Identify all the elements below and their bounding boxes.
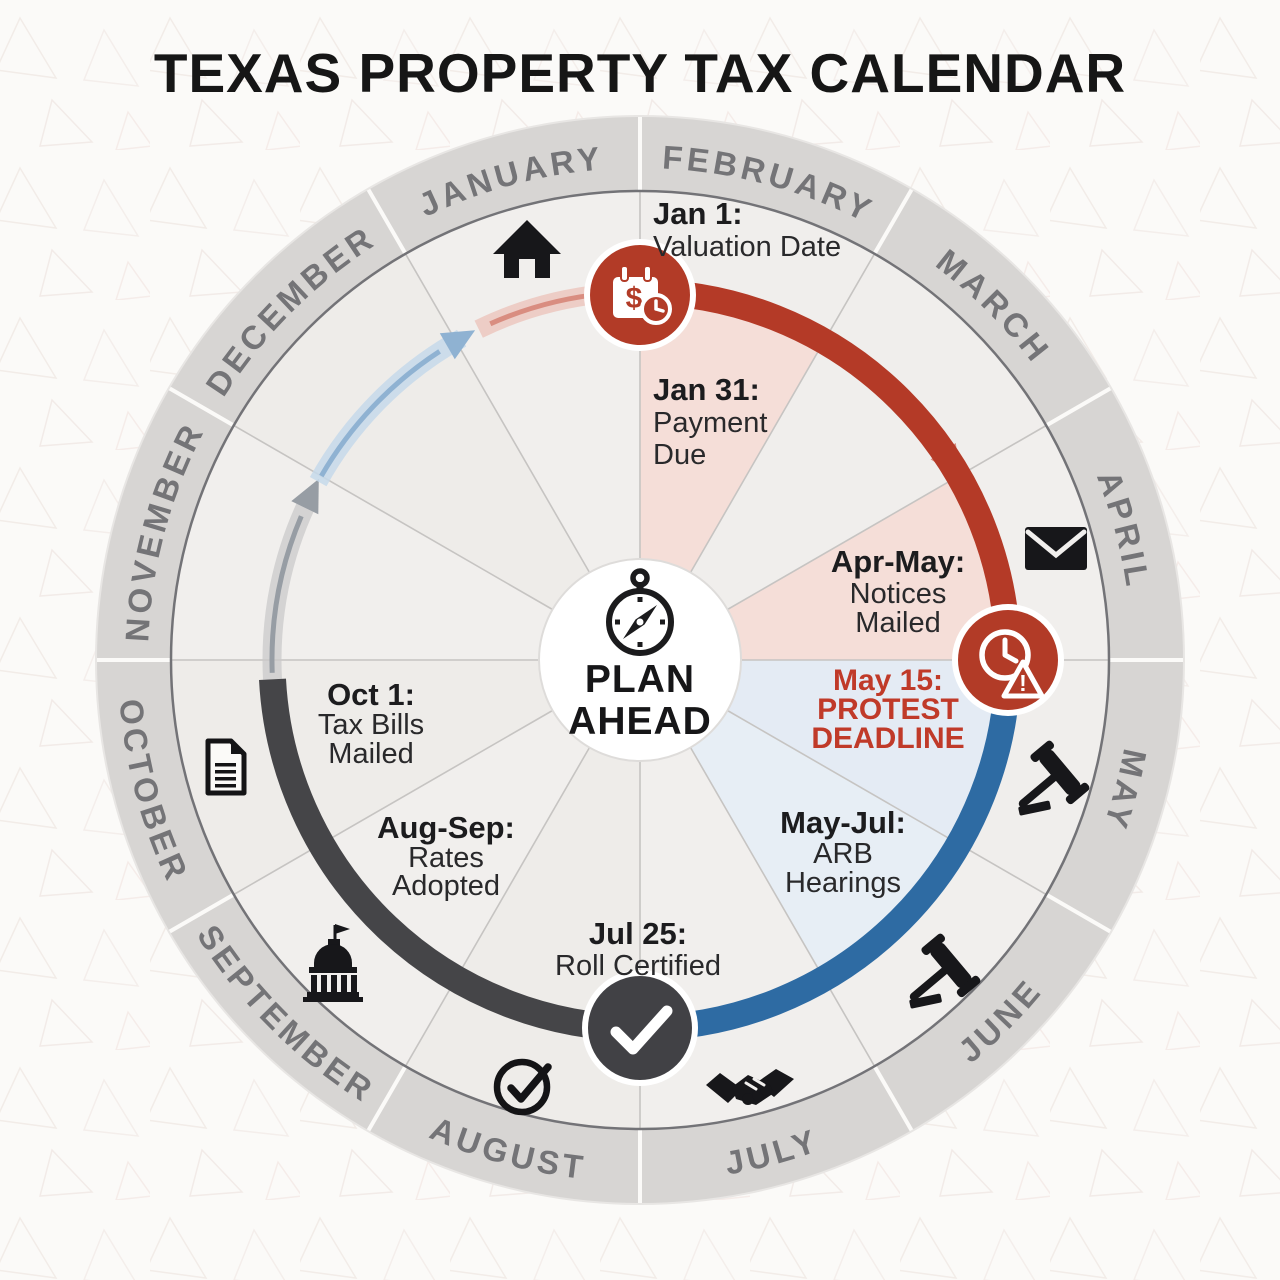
- calendar-payment-badge: $: [584, 239, 696, 351]
- handshake-icon: [706, 1069, 794, 1105]
- svg-text:Adopted: Adopted: [392, 870, 500, 902]
- tax-bill-document-icon: [205, 738, 247, 796]
- svg-text:DEADLINE: DEADLINE: [811, 722, 964, 755]
- svg-text:Oct 1:: Oct 1:: [327, 677, 415, 712]
- svg-text:Valuation Date: Valuation Date: [653, 231, 841, 263]
- svg-text:Payment: Payment: [653, 407, 767, 439]
- svg-text:Hearings: Hearings: [785, 867, 901, 899]
- highlight-wedges: [640, 288, 1012, 983]
- event-jul25: Jul 25: Roll Certified: [555, 916, 721, 982]
- arc-certified-period: [259, 678, 641, 1042]
- capitol-icon: [303, 924, 363, 1002]
- clock-warning-icon: !: [979, 629, 1045, 699]
- event-apr-may: Apr-May: Notices Mailed: [831, 544, 965, 639]
- event-aug-sep: Aug-Sep: Rates Adopted: [377, 810, 515, 902]
- gray-arrowhead: [291, 478, 319, 515]
- svg-text:Jan 31:: Jan 31:: [653, 372, 760, 407]
- blue-arrowhead: [439, 330, 476, 360]
- svg-text:Mailed: Mailed: [328, 738, 413, 770]
- wedge-notices-pink: [640, 474, 1012, 660]
- sector-icons: [205, 220, 1091, 1116]
- ring-inner-edge: [169, 189, 1111, 1131]
- center-line1: PLAN: [585, 658, 695, 701]
- event-may-jul: May-Jul: ARB Hearings: [780, 805, 906, 899]
- svg-text:Roll Certified: Roll Certified: [555, 950, 721, 982]
- svg-text:Aug-Sep:: Aug-Sep:: [377, 810, 515, 845]
- svg-text:Notices: Notices: [850, 578, 947, 610]
- calendar-dollar-icon: $: [613, 265, 672, 325]
- house-icon: [493, 220, 561, 278]
- dollar-symbol: $: [626, 282, 643, 315]
- ballot-check-icon: [493, 1058, 552, 1116]
- svg-text:Rates: Rates: [408, 842, 484, 874]
- svg-text:May-Jul:: May-Jul:: [780, 805, 906, 840]
- roll-certified-badge: [582, 970, 698, 1086]
- compass-icon: [606, 568, 674, 656]
- event-labels: Jan 1: Valuation Date Jan 31: Payment Du…: [318, 196, 965, 982]
- event-may15: May 15: PROTEST DEADLINE: [811, 664, 964, 755]
- event-jan1: Jan 1: Valuation Date: [653, 196, 841, 263]
- center-line2: AHEAD: [568, 700, 712, 743]
- deadline-clock-badge: !: [952, 604, 1064, 716]
- check-icon: [610, 1005, 673, 1055]
- event-jan31: Jan 31: Payment Due: [653, 372, 767, 471]
- svg-text:Tax Bills: Tax Bills: [318, 709, 424, 741]
- svg-text:Mailed: Mailed: [855, 607, 940, 639]
- arc-hearings-period: [639, 659, 1021, 1041]
- warning-exclamation: !: [1019, 670, 1027, 696]
- wedge-payment-pink: [640, 288, 826, 660]
- svg-text:Jan 1:: Jan 1:: [653, 196, 743, 231]
- svg-text:May 15:: May 15:: [833, 664, 943, 697]
- mail-icon: [1025, 527, 1087, 570]
- center-hub: PLAN AHEAD: [538, 558, 742, 762]
- svg-text:ARB: ARB: [813, 838, 873, 870]
- page-title: TEXAS PROPERTY TAX CALENDAR: [154, 42, 1126, 104]
- wedge-protest-blue: [640, 660, 1012, 846]
- phase-arcs: [259, 279, 1021, 1042]
- event-oct1: Oct 1: Tax Bills Mailed: [318, 677, 424, 770]
- svg-text:Jul 25:: Jul 25:: [589, 916, 687, 951]
- arc-protest-period: [639, 279, 1021, 661]
- milestone-badges: $ !: [582, 239, 1064, 1086]
- svg-text:Apr-May:: Apr-May:: [831, 544, 965, 579]
- svg-text:Due: Due: [653, 439, 706, 471]
- svg-text:PROTEST: PROTEST: [817, 693, 959, 726]
- wedge-arb-blue: [640, 660, 963, 983]
